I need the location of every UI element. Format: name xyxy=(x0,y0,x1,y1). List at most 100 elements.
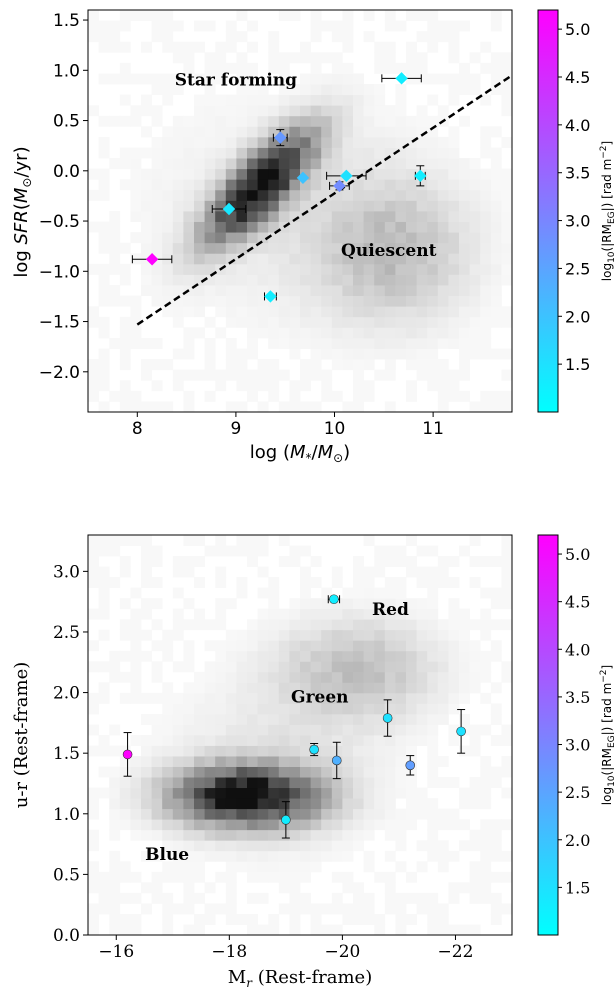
histogram-cell xyxy=(98,692,110,704)
histogram-cell xyxy=(225,703,237,715)
histogram-cell xyxy=(300,756,311,767)
histogram-cell xyxy=(172,819,184,831)
histogram-cell xyxy=(151,73,163,85)
histogram-cell xyxy=(342,274,354,286)
histogram-cell xyxy=(162,242,174,254)
histogram-cell xyxy=(247,745,258,757)
histogram-cell xyxy=(437,31,449,43)
histogram-cell xyxy=(289,882,301,894)
histogram-cell xyxy=(268,619,280,631)
histogram-cell xyxy=(204,819,216,831)
histogram-cell xyxy=(448,158,460,170)
histogram-cell xyxy=(289,840,301,852)
data-point xyxy=(405,755,416,776)
histogram-cell xyxy=(395,242,407,254)
histogram-cell xyxy=(363,745,375,757)
histogram-cell xyxy=(300,126,311,138)
histogram-cell xyxy=(437,577,449,589)
histogram-cell xyxy=(416,147,428,159)
histogram-cell xyxy=(225,115,237,127)
histogram-cell xyxy=(501,598,512,610)
histogram-cell xyxy=(98,295,110,307)
histogram-cell xyxy=(215,295,227,307)
histogram-cell xyxy=(448,671,460,683)
histogram-cell xyxy=(300,274,311,286)
histogram-cell xyxy=(321,587,333,599)
histogram-cell xyxy=(278,556,290,567)
histogram-cell xyxy=(257,168,269,180)
histogram-cell xyxy=(162,777,174,789)
histogram-cell xyxy=(204,913,216,925)
histogram-cell xyxy=(406,52,417,64)
histogram-cell xyxy=(427,285,439,297)
histogram-cell xyxy=(448,608,460,620)
histogram-cell xyxy=(321,829,333,841)
histogram-cell xyxy=(342,306,354,318)
histogram-cell xyxy=(268,629,280,641)
histogram-cell xyxy=(98,327,110,339)
histogram-cell xyxy=(363,566,375,578)
histogram-cell xyxy=(300,566,311,578)
histogram-cell xyxy=(225,745,237,757)
histogram-cell xyxy=(469,671,481,683)
histogram-cell xyxy=(130,10,142,21)
histogram-cell xyxy=(88,829,99,841)
histogram-cell xyxy=(268,650,280,662)
histogram-cell xyxy=(427,661,439,673)
histogram-cell xyxy=(321,348,333,360)
histogram-cell xyxy=(119,115,131,127)
histogram-cell xyxy=(225,798,237,810)
histogram-cell xyxy=(88,556,99,567)
histogram-cell xyxy=(98,787,110,799)
histogram-cell xyxy=(130,535,142,546)
histogram-cell xyxy=(384,871,396,883)
histogram-cell xyxy=(331,598,343,610)
histogram-cell xyxy=(257,84,269,96)
histogram-cell xyxy=(151,724,163,736)
histogram-cell xyxy=(98,401,110,412)
histogram-cell xyxy=(459,232,470,244)
histogram-cell xyxy=(141,556,152,567)
plot-frame xyxy=(87,534,513,936)
histogram-cell xyxy=(119,295,131,307)
histogram-cell xyxy=(427,179,439,191)
histogram-cell xyxy=(321,115,333,127)
histogram-cell xyxy=(172,348,184,360)
histogram-cell xyxy=(204,735,216,746)
histogram-cell xyxy=(289,285,301,297)
histogram-cell xyxy=(109,661,121,673)
histogram-cell xyxy=(247,327,258,339)
histogram-cell xyxy=(130,587,142,599)
histogram-cell xyxy=(353,158,364,170)
histogram-cell xyxy=(194,829,205,841)
histogram-cell xyxy=(469,316,481,328)
histogram-cell xyxy=(406,10,417,21)
histogram-cell xyxy=(300,661,311,673)
histogram-cell xyxy=(215,200,227,212)
histogram-cell xyxy=(363,232,375,244)
histogram-cell xyxy=(151,745,163,757)
histogram-cell xyxy=(289,179,301,191)
histogram-cell xyxy=(321,179,333,191)
histogram-cell xyxy=(480,692,492,704)
histogram-cell xyxy=(268,327,280,339)
data-point xyxy=(329,179,350,193)
histogram-cell xyxy=(98,682,110,694)
histogram-cell xyxy=(119,756,131,767)
histogram-cell xyxy=(395,703,407,715)
histogram-cell xyxy=(194,179,205,191)
histogram-cell xyxy=(448,892,460,904)
histogram-cell xyxy=(353,105,364,117)
histogram-cell xyxy=(395,671,407,683)
histogram-cell xyxy=(278,263,290,275)
histogram-cell xyxy=(490,84,502,96)
histogram-cell xyxy=(162,913,174,925)
histogram-cell xyxy=(289,745,301,757)
histogram-cell xyxy=(183,337,195,349)
histogram-cell xyxy=(501,787,512,799)
histogram-cell xyxy=(151,380,163,392)
histogram-cell xyxy=(183,924,195,935)
histogram-cell xyxy=(141,787,152,799)
histogram-cell xyxy=(448,777,460,789)
histogram-cell xyxy=(141,766,152,778)
